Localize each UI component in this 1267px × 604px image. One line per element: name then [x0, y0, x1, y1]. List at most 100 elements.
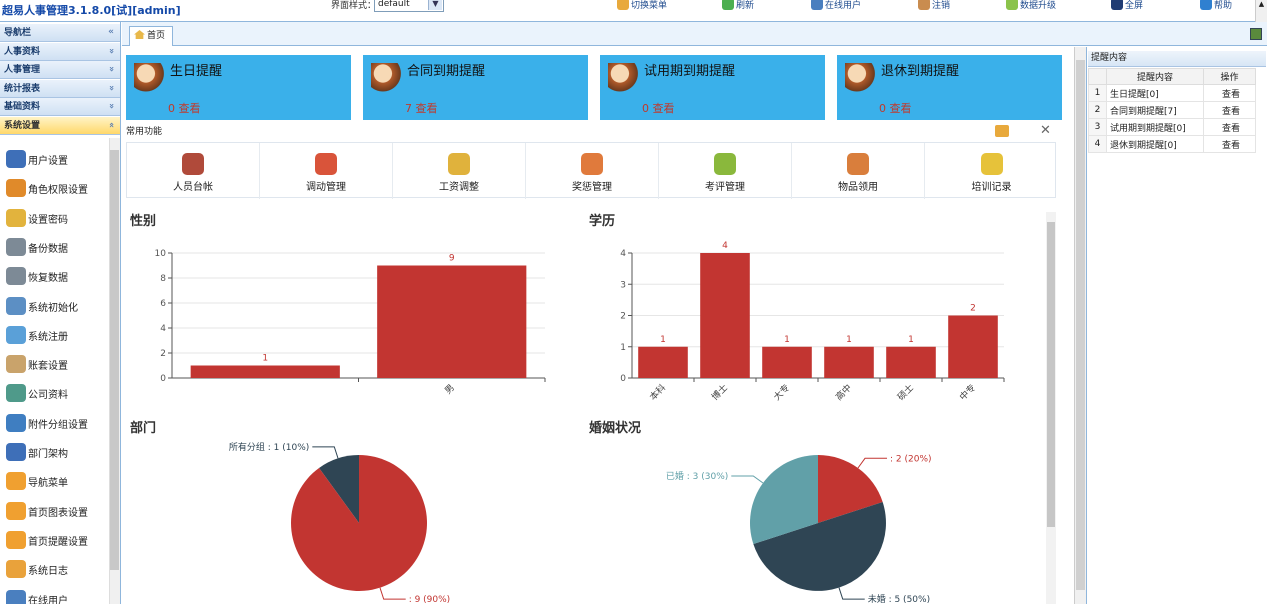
reminder-card[interactable]: 合同到期提醒 7 查看	[363, 55, 588, 120]
sidebar-item[interactable]: 系统初始化	[6, 296, 110, 322]
bar	[190, 365, 340, 378]
switch-menu-icon	[617, 0, 629, 10]
pie-label-line	[312, 446, 339, 459]
help-button[interactable]: 帮助	[1200, 0, 1232, 11]
row-view-link[interactable]: 查看	[1203, 84, 1256, 102]
quick-function-item[interactable]: 人员台帐	[127, 143, 260, 199]
refresh-button[interactable]: 刷新	[722, 0, 754, 11]
bar	[700, 253, 750, 378]
x-tick-label: 博士	[709, 382, 730, 403]
reminder-card[interactable]: 试用期到期提醒 0 查看	[600, 55, 825, 120]
quick-function-item[interactable]: 考评管理	[659, 143, 792, 199]
table-header-op: 操作	[1203, 68, 1256, 85]
edit-icon[interactable]	[995, 125, 1009, 137]
bar	[377, 265, 527, 378]
bar-value-label: 9	[449, 254, 455, 264]
reminder-card[interactable]: 生日提醒 0 查看	[126, 55, 351, 120]
sidebar-item[interactable]: 在线用户	[6, 589, 110, 604]
collapse-icon[interactable]: «	[108, 27, 114, 37]
password-icon	[6, 208, 26, 227]
account-set-icon	[6, 355, 26, 374]
sidebar-item[interactable]: 恢复数据	[6, 266, 110, 292]
sidebar-nav-header[interactable]: 导航栏 «	[0, 24, 120, 42]
chevron-down-icon[interactable]: ▼	[428, 0, 442, 10]
pie-label: 未婚 : 5 (50%)	[868, 593, 930, 604]
row-content: 退休到期提醒[0]	[1106, 135, 1204, 153]
x-tick-label: 本科	[647, 382, 668, 403]
quick-function-item[interactable]: 调动管理	[260, 143, 393, 199]
online-users-button[interactable]: 在线用户	[811, 0, 861, 11]
skin-select[interactable]: default ▼	[374, 0, 444, 12]
sidebar-group-2[interactable]: 统计报表»	[0, 80, 120, 98]
register-icon	[6, 325, 26, 344]
x-tick-label: 中专	[957, 382, 978, 403]
quick-function-item[interactable]: 工资调整	[393, 143, 526, 199]
layout-icon[interactable]	[1250, 28, 1262, 40]
row-content: 生日提醒[0]	[1106, 84, 1204, 102]
y-tick-label: 6	[160, 299, 166, 309]
pie-label-line	[731, 475, 764, 484]
sidebar-item[interactable]: 系统日志	[6, 559, 110, 585]
sidebar-item[interactable]: 角色权限设置	[6, 178, 110, 204]
data-upgrade-button[interactable]: 数据升级	[1006, 0, 1056, 11]
logout-button[interactable]: 注销	[918, 0, 950, 11]
main-content	[122, 47, 1074, 604]
top-bar	[0, 0, 1267, 22]
fullscreen-button[interactable]: 全屏	[1111, 0, 1143, 11]
quick-function-label: 考评管理	[705, 182, 745, 193]
quick-function-item[interactable]: 奖惩管理	[526, 143, 659, 199]
sidebar-item[interactable]: 账套设置	[6, 354, 110, 380]
sidebar-group-3[interactable]: 基础资料»	[0, 98, 120, 116]
reward-icon	[581, 153, 603, 175]
online-users-icon	[6, 589, 26, 604]
quick-function-item[interactable]: 物品领用	[792, 143, 925, 199]
chart-title: 婚姻状况	[589, 420, 641, 436]
pie-slice	[753, 501, 886, 591]
reminder-card-count[interactable]: 0 查看	[642, 102, 675, 115]
pie-label: : 2 (20%)	[890, 454, 932, 464]
page-scroll-up[interactable]: ▲	[1255, 0, 1267, 22]
reminder-card[interactable]: 退休到期提醒 0 查看	[837, 55, 1062, 120]
row-view-link[interactable]: 查看	[1203, 135, 1256, 153]
contract-icon	[371, 63, 405, 93]
pie-label-line	[857, 457, 888, 469]
tab-strip	[122, 22, 1267, 46]
sidebar-item[interactable]: 部门架构	[6, 442, 110, 468]
pie-slice	[818, 455, 883, 523]
sidebar-item[interactable]: 系统注册	[6, 325, 110, 351]
settings-icon[interactable]: ✕	[1040, 123, 1051, 138]
tab-home[interactable]: 首页	[129, 26, 173, 46]
sidebar-item[interactable]: 设置密码	[6, 208, 110, 234]
sidebar-item[interactable]: 导航菜单	[6, 471, 110, 497]
pie-label: : 9 (90%)	[409, 595, 451, 604]
table-header-content: 提醒内容	[1106, 68, 1204, 85]
x-tick-label: 大专	[771, 382, 792, 403]
sidebar-group-0[interactable]: 人事资料»	[0, 43, 120, 61]
company-info-icon	[6, 384, 26, 403]
row-index: 1	[1088, 84, 1107, 102]
sidebar-item[interactable]: 公司资料	[6, 383, 110, 409]
sidebar-item[interactable]: 用户设置	[6, 149, 110, 175]
sidebar-group-1[interactable]: 人事管理»	[0, 61, 120, 79]
pie-label-line	[379, 587, 406, 600]
reminder-card-count[interactable]: 0 查看	[879, 102, 912, 115]
main-scroll-thumb[interactable]	[1076, 60, 1085, 590]
switch-menu-button[interactable]: 切换菜单	[617, 0, 667, 11]
sidebar-scroll-thumb[interactable]	[110, 150, 119, 570]
y-tick-label: 4	[160, 324, 166, 334]
pie-label: 所有分组 : 1 (10%)	[229, 441, 309, 453]
sidebar-item[interactable]: 备份数据	[6, 237, 110, 263]
reminder-card-count[interactable]: 7 查看	[405, 102, 438, 115]
skin-label: 界面样式：	[331, 1, 377, 11]
sidebar-group-4[interactable]: 系统设置 «	[0, 117, 120, 135]
row-content: 合同到期提醒[7]	[1106, 101, 1204, 119]
row-view-link[interactable]: 查看	[1203, 101, 1256, 119]
content-scroll-thumb[interactable]	[1047, 222, 1055, 527]
reminder-card-count[interactable]: 0 查看	[168, 102, 201, 115]
restore-icon	[6, 267, 26, 286]
quick-function-item[interactable]: 培训记录	[925, 143, 1058, 199]
sidebar-item[interactable]: 首页提醒设置	[6, 530, 110, 556]
sidebar-item[interactable]: 首页图表设置	[6, 501, 110, 527]
sidebar-item[interactable]: 附件分组设置	[6, 413, 110, 439]
row-view-link[interactable]: 查看	[1203, 118, 1256, 136]
